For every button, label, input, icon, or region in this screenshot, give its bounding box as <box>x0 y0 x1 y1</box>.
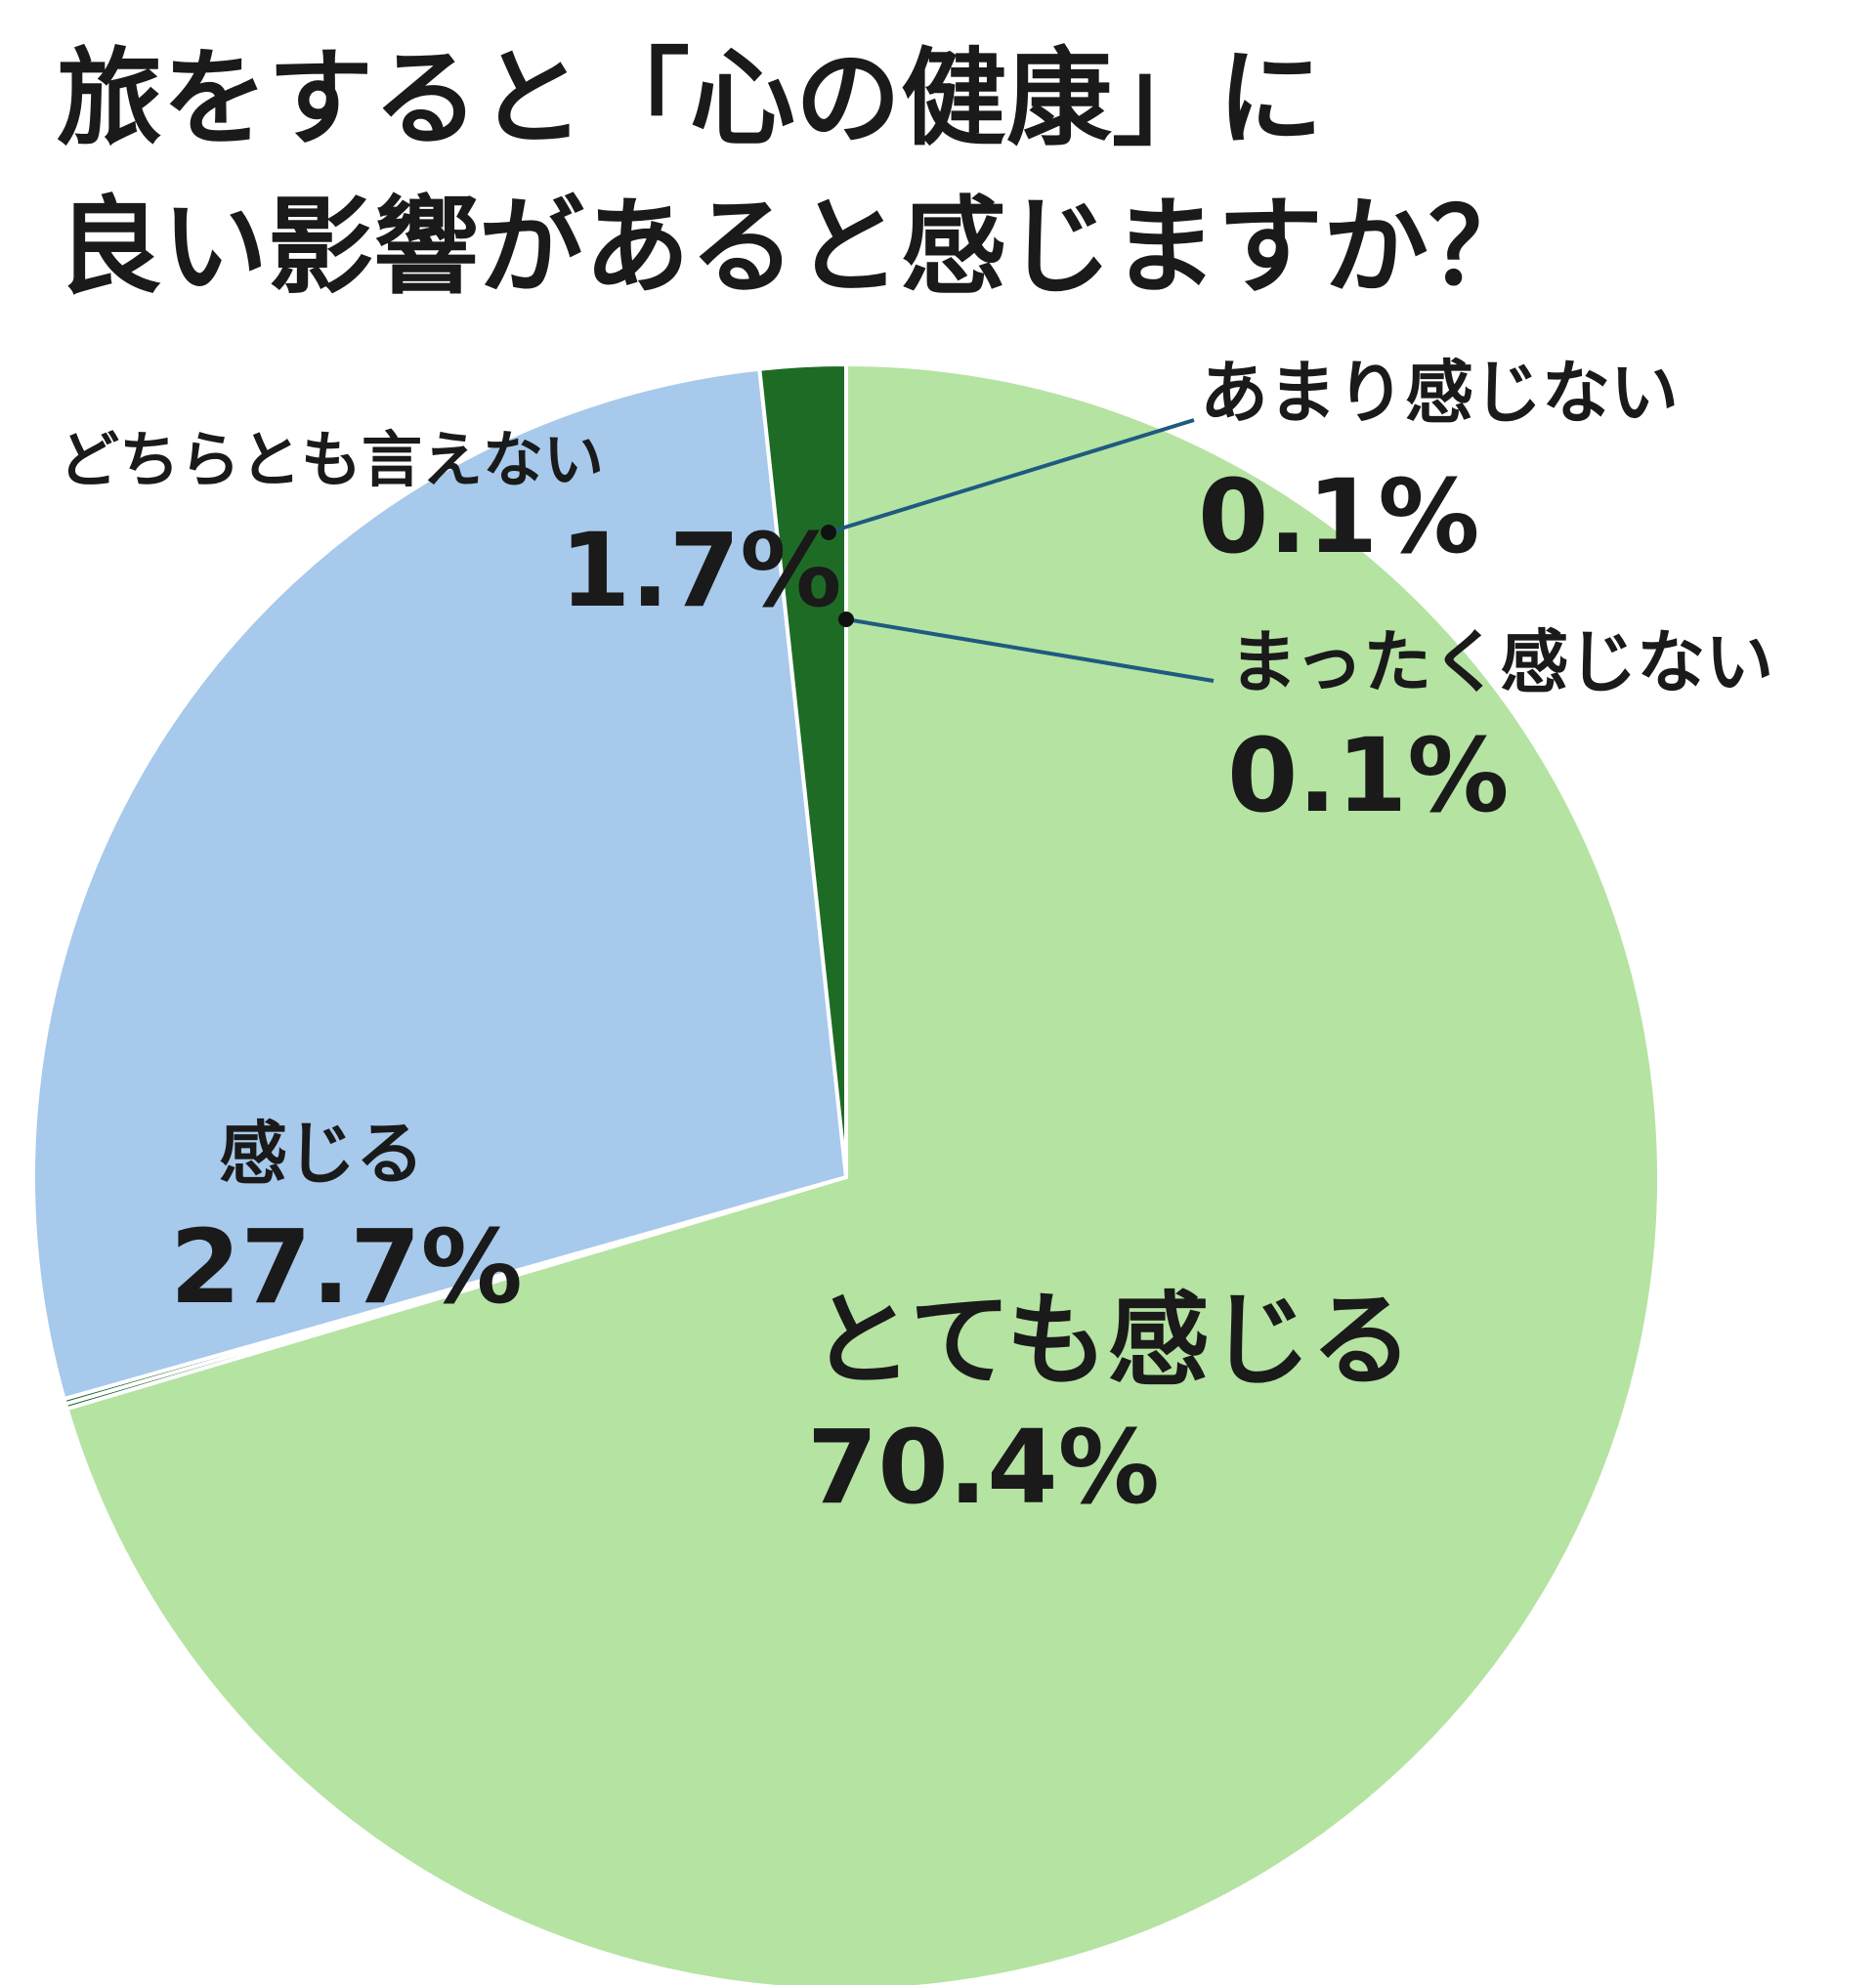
leader-dot-mattaku <box>838 612 854 627</box>
chart-title-line-1: 旅をすると「心の健康」に <box>57 38 1323 160</box>
slice-kanjiru <box>31 366 849 1402</box>
value-mattaku-kanjinai: 0.1% <box>1227 716 1509 835</box>
value-amari-kanjinai: 0.1% <box>1198 457 1479 576</box>
leader-line-amari <box>828 418 1195 534</box>
leader-line-mattaku <box>845 617 1215 683</box>
leader-dot-amari <box>821 525 836 540</box>
value-totemo-kanjiru: 70.4% <box>807 1408 1160 1527</box>
slice-dochiratomo-ienai <box>757 361 848 1178</box>
label-mattaku-kanjinai: まったく感じない <box>1229 622 1773 702</box>
label-amari-kanjinai: あまり感じない <box>1200 353 1679 433</box>
pie-slices <box>31 361 1661 1985</box>
label-kanjiru: 感じる <box>219 1114 424 1194</box>
value-kanjiru: 27.7% <box>170 1207 523 1327</box>
slice-totemo-kanjiru <box>64 361 1661 1985</box>
label-totemo-kanjiru: とても感じる <box>811 1281 1413 1400</box>
chart-title-line-2: 良い影響があると感じますか？ <box>57 187 1534 309</box>
label-dochiratomo-ienai: どちらとも言えない <box>59 424 604 495</box>
value-dochiratomo-ienai: 1.7% <box>560 511 841 630</box>
